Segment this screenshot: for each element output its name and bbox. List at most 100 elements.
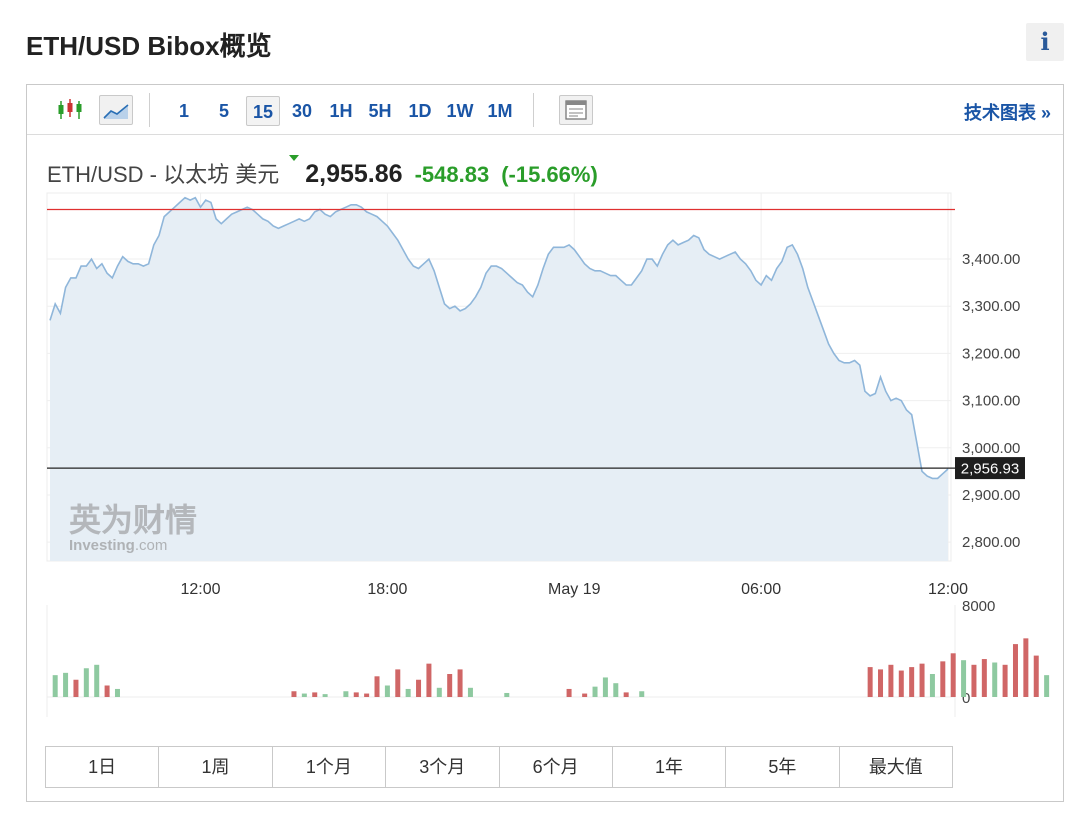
volume-bar (52, 675, 58, 697)
x-tick-label: May 19 (548, 581, 601, 598)
x-tick-label: 12:00 (181, 581, 221, 598)
volume-bar (639, 691, 645, 697)
price-tick-label: 3,300.00 (962, 298, 1020, 315)
range-1d[interactable]: 1日 (46, 747, 160, 787)
price-tick-label: 3,400.00 (962, 251, 1020, 268)
x-tick-label: 12:00 (928, 581, 968, 598)
volume-bar (73, 679, 79, 697)
volume-bar (395, 669, 401, 697)
volume-bar (613, 683, 619, 697)
volume-bar (961, 660, 967, 697)
volume-bar (405, 688, 411, 697)
volume-bar (343, 691, 349, 697)
x-tick-label: 18:00 (367, 581, 407, 598)
volume-bar (878, 669, 884, 697)
toolbar-divider (533, 93, 534, 127)
range-1w[interactable]: 1周 (159, 747, 273, 787)
volume-bar (919, 663, 925, 697)
price-tick-label: 2,900.00 (962, 487, 1020, 504)
quote-header: ETH/USD - 以太坊 美元 2,955.86 -548.83 (-15.66%) (47, 155, 598, 189)
price-tick-label: 3,000.00 (962, 440, 1020, 457)
volume-bar (1023, 638, 1029, 697)
volume-bar (1033, 655, 1039, 697)
volume-bar (467, 687, 473, 697)
volume-bar (566, 688, 572, 697)
volume-bar (364, 693, 370, 697)
interval-15[interactable]: 15 (246, 96, 280, 126)
interval-5h[interactable]: 5H (368, 101, 392, 121)
interval-1[interactable]: 1 (178, 101, 189, 121)
volume-bar (436, 687, 442, 697)
price-tick-label: 2,800.00 (962, 534, 1020, 551)
volume-bar (582, 693, 588, 697)
price-tick-label: 3,100.00 (962, 393, 1020, 410)
watermark-en: Investing.com (69, 537, 167, 554)
volume-bar (94, 664, 100, 697)
volume-tick-label: 0 (962, 690, 970, 707)
volume-bar (416, 679, 422, 697)
volume-bar (504, 692, 510, 697)
volume-bar (114, 688, 120, 697)
down-triangle-icon (289, 155, 300, 161)
interval-1h[interactable]: 1H (329, 101, 353, 121)
range-max[interactable]: 最大值 (868, 757, 923, 777)
volume-bar (63, 672, 69, 697)
range-3m[interactable]: 3个月 (386, 747, 500, 787)
price-change-pct: (-15.66%) (501, 162, 598, 187)
range-6m[interactable]: 6个月 (500, 747, 613, 787)
volume-bar (992, 662, 998, 697)
volume-bar (1012, 644, 1018, 697)
range-selector: 1日 1周 1个月 3个月 6个月 1年 5年 最大值 (45, 746, 953, 788)
chart-widget: 1 5 15 30 1H 5H 1D 1W 1M 技术图表 » 英为财情 Inve… (26, 84, 1064, 802)
info-icon[interactable]: i (1026, 23, 1064, 61)
tech-chart-link[interactable]: 技术图表 » (963, 103, 1051, 123)
last-price-tag (955, 457, 1025, 480)
range-1y[interactable]: 1年 (613, 747, 727, 787)
interval-1w[interactable]: 1W (446, 101, 474, 121)
range-5y[interactable]: 5年 (726, 747, 840, 787)
volume-bar (384, 685, 390, 697)
interval-30[interactable]: 30 (291, 101, 313, 121)
volume-bar (909, 667, 915, 697)
volume-bar (929, 674, 935, 697)
volume-bar (301, 693, 307, 697)
volume-bar (104, 685, 110, 697)
volume-bar (950, 653, 956, 697)
price-tick-label: 3,200.00 (962, 345, 1020, 362)
last-price: 2,955.86 (305, 160, 403, 188)
volume-bar (981, 659, 987, 697)
volume-tick-label: 8000 (962, 598, 995, 615)
volume-bar (1044, 675, 1050, 697)
interval-5[interactable]: 5 (218, 101, 229, 121)
layout-icon[interactable] (559, 95, 593, 125)
candlestick-icon[interactable] (53, 95, 87, 125)
volume-bar (940, 661, 946, 697)
watermark-cn: 英为财情 (69, 501, 197, 539)
volume-bar (353, 692, 359, 697)
volume-bar (374, 676, 380, 697)
volume-bar (426, 663, 432, 697)
volume-bar (623, 692, 629, 697)
volume-bar (592, 686, 598, 697)
volume-bar (457, 669, 463, 697)
range-1m[interactable]: 1个月 (273, 747, 387, 787)
volume-bar (602, 677, 608, 697)
volume-bar (312, 692, 318, 697)
volume-bar (888, 664, 894, 697)
price-change: -548.83 (414, 162, 490, 187)
x-tick-label: 06:00 (741, 581, 781, 598)
chart-toolbar: 1 5 15 30 1H 5H 1D 1W 1M 技术图表 » (27, 85, 1063, 135)
volume-bar (447, 674, 453, 697)
pair-name: ETH/USD - 以太坊 美元 (47, 162, 280, 187)
last-price-tag-label: 2,956.93 (961, 461, 1019, 478)
area-chart-icon[interactable] (99, 95, 133, 125)
price-line (49, 196, 949, 480)
volume-bar (83, 668, 89, 697)
volume-bar (971, 664, 977, 697)
volume-bar (291, 691, 297, 697)
interval-1m[interactable]: 1M (487, 101, 513, 121)
toolbar-divider (149, 93, 150, 127)
volume-bar (322, 694, 328, 697)
interval-1d[interactable]: 1D (408, 101, 432, 121)
